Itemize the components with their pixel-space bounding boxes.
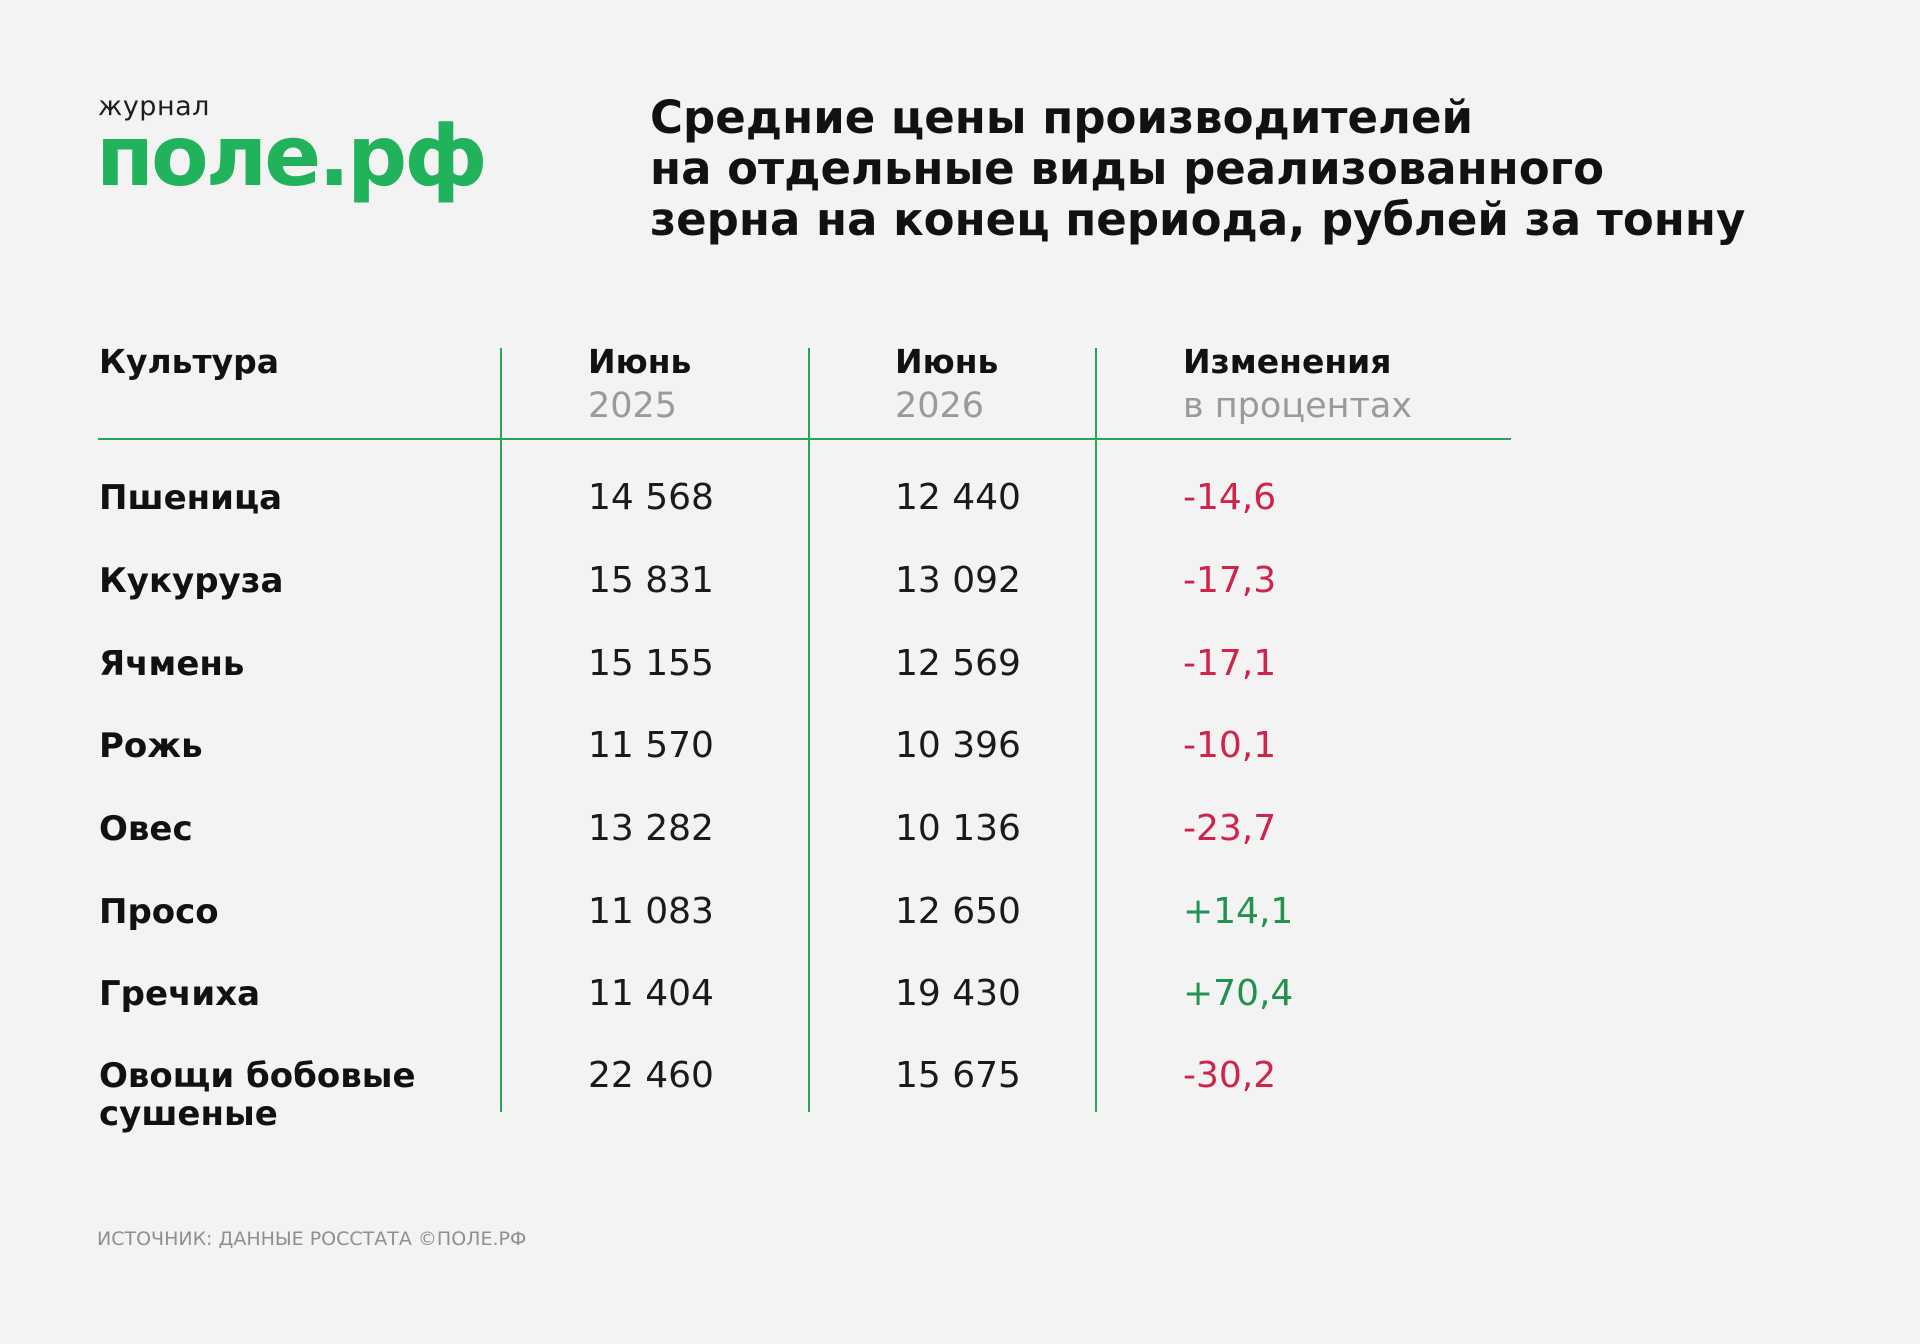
header-june-2025-label: Июнь bbox=[588, 342, 692, 381]
percent-change: -10,1 bbox=[1183, 725, 1277, 766]
price-june-2025: 14 568 bbox=[588, 477, 714, 518]
header-june-2025: Июнь 2025 bbox=[588, 340, 691, 428]
column-divider-1 bbox=[500, 348, 502, 1112]
header-june-2026: Июнь 2026 bbox=[895, 340, 998, 428]
header-change: Изменения в процентах bbox=[1183, 340, 1412, 428]
header-change-unit: в процентах bbox=[1183, 386, 1413, 426]
table-row: Рожь 11 570 10 396 -10,1 bbox=[0, 727, 1920, 810]
percent-change: +14,1 bbox=[1183, 891, 1294, 932]
column-divider-3 bbox=[1095, 348, 1097, 1112]
brand-logo: журнал поле.рф bbox=[96, 86, 516, 206]
price-june-2026: 13 092 bbox=[895, 560, 1021, 601]
source-note: ИСТОЧНИК: ДАННЫЕ РОССТАТА ©ПОЛЕ.РФ bbox=[97, 1228, 527, 1250]
price-june-2026: 15 675 bbox=[895, 1055, 1021, 1096]
title-line-2: на отдельные виды реализованного bbox=[650, 142, 1605, 195]
logo-main-text: поле.рф bbox=[96, 107, 488, 205]
logo-small-text: журнал bbox=[98, 91, 210, 122]
price-june-2026: 19 430 bbox=[895, 973, 1021, 1014]
percent-change: +70,4 bbox=[1183, 973, 1294, 1014]
price-june-2025: 13 282 bbox=[588, 808, 714, 849]
table-row: Пшеница 14 568 12 440 -14,6 bbox=[0, 479, 1920, 562]
title-line-3: зерна на конец периода, рублей за тонну bbox=[650, 193, 1746, 246]
header-change-label: Изменения bbox=[1183, 342, 1392, 381]
table-row: Кукуруза 15 831 13 092 -17,3 bbox=[0, 562, 1920, 645]
table-row: Просо 11 083 12 650 +14,1 bbox=[0, 893, 1920, 976]
table-row: Ячмень 15 155 12 569 -17,1 bbox=[0, 645, 1920, 728]
price-june-2025: 11 404 bbox=[588, 973, 714, 1014]
header-june-2026-year: 2026 bbox=[895, 386, 985, 426]
header-june-2026-label: Июнь bbox=[895, 342, 999, 381]
infographic-title: Средние цены производителей на отдельные… bbox=[650, 92, 1850, 245]
percent-change: -23,7 bbox=[1183, 808, 1277, 849]
header-divider bbox=[98, 438, 1511, 440]
percent-change: -14,6 bbox=[1183, 477, 1277, 518]
price-june-2025: 15 831 bbox=[588, 560, 714, 601]
price-june-2026: 12 650 bbox=[895, 891, 1021, 932]
header-june-2025-year: 2025 bbox=[588, 386, 678, 426]
percent-change: -17,1 bbox=[1183, 643, 1277, 684]
crop-name: Просо bbox=[99, 892, 219, 932]
price-june-2025: 22 460 bbox=[588, 1055, 714, 1096]
price-june-2025: 15 155 bbox=[588, 643, 714, 684]
crop-name: Овес bbox=[99, 809, 193, 849]
crop-name: Кукуруза bbox=[99, 561, 284, 601]
price-june-2026: 12 569 bbox=[895, 643, 1021, 684]
price-june-2026: 10 396 bbox=[895, 725, 1021, 766]
header-crop: Культура bbox=[99, 340, 279, 384]
table-row: Гречиха 11 404 19 430 +70,4 bbox=[0, 975, 1920, 1058]
crop-name: Ячмень bbox=[99, 644, 245, 684]
title-line-1: Средние цены производителей bbox=[650, 91, 1474, 144]
crop-name: Гречиха bbox=[99, 974, 261, 1014]
crop-name: Рожь bbox=[99, 726, 203, 766]
column-divider-2 bbox=[808, 348, 810, 1112]
table-row: Овес 13 282 10 136 -23,7 bbox=[0, 810, 1920, 893]
price-june-2025: 11 083 bbox=[588, 891, 714, 932]
percent-change: -17,3 bbox=[1183, 560, 1277, 601]
table-row: Овощи бобовые сушеные 22 460 15 675 -30,2 bbox=[0, 1057, 1920, 1140]
crop-name: Пшеница bbox=[99, 478, 283, 518]
percent-change: -30,2 bbox=[1183, 1055, 1277, 1096]
header-crop-label: Культура bbox=[99, 342, 280, 381]
price-june-2025: 11 570 bbox=[588, 725, 714, 766]
crop-name: Овощи бобовые сушеные bbox=[99, 1056, 416, 1134]
price-june-2026: 10 136 bbox=[895, 808, 1021, 849]
price-june-2026: 12 440 bbox=[895, 477, 1021, 518]
